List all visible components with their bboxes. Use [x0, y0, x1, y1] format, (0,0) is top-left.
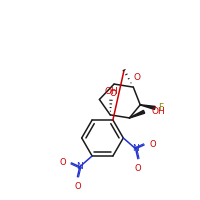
- Text: O: O: [135, 164, 141, 173]
- Text: F: F: [158, 103, 163, 112]
- Polygon shape: [129, 110, 145, 118]
- Text: N: N: [132, 144, 139, 153]
- Text: O: O: [149, 140, 156, 149]
- Text: O: O: [133, 73, 140, 82]
- Text: OH: OH: [152, 107, 166, 116]
- Text: O: O: [59, 158, 66, 167]
- Text: O: O: [110, 89, 117, 98]
- Polygon shape: [140, 105, 155, 109]
- Text: N: N: [76, 162, 83, 171]
- Text: OH: OH: [105, 87, 119, 96]
- Text: O: O: [74, 182, 81, 191]
